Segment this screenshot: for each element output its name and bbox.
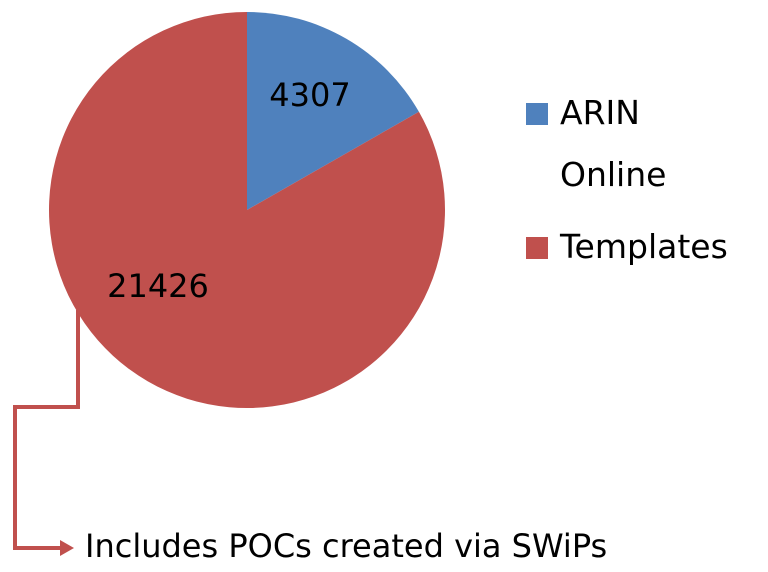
pie [49,12,446,409]
data-label: 21426 [107,267,209,305]
legend-swatch [526,103,548,125]
pie-slice [247,12,419,210]
legend-label: ARIN Online [560,93,667,194]
annotation: Includes POCs created via SWiPs [85,527,607,565]
annotation-arrow [13,310,80,550]
legend-swatch [526,237,548,259]
arrow-head [60,540,74,556]
pie-slice [49,12,446,409]
data-label: 4307 [269,76,350,114]
legend-label: Templates [560,227,728,266]
